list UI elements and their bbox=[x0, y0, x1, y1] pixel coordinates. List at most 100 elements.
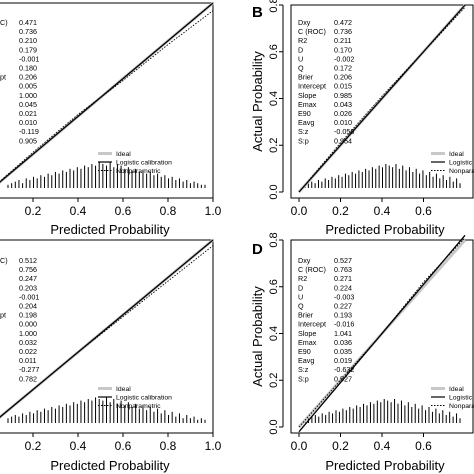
stat-label: S:z bbox=[298, 127, 309, 136]
stat-label: Dxy bbox=[298, 18, 311, 27]
stat-value: -0.119 bbox=[19, 127, 39, 136]
stat-value: 0.736 bbox=[19, 27, 37, 36]
stat-label: R2 bbox=[298, 274, 307, 283]
stat-value: 1.000 bbox=[19, 329, 37, 338]
stat-value: 0.035 bbox=[334, 347, 352, 356]
stat-value: 0.985 bbox=[334, 91, 352, 100]
stat-label: Emax bbox=[298, 100, 317, 109]
plot-frame bbox=[0, 239, 214, 434]
x-axis-label: Predicted Probability bbox=[325, 222, 445, 237]
stat-value: 0.022 bbox=[19, 347, 37, 356]
stat-label: S:p bbox=[298, 374, 309, 383]
stat-value: 0.170 bbox=[334, 45, 352, 54]
stat-label: Intercept bbox=[298, 82, 326, 91]
legend-label: Nonparametric bbox=[116, 403, 161, 410]
stat-value: 0.010 bbox=[334, 118, 352, 127]
x-tick-label: 0.8 bbox=[160, 204, 177, 218]
stat-value: -0.016 bbox=[334, 320, 354, 329]
y-tick-label: 0.0 bbox=[268, 419, 280, 434]
stat-value: 0.763 bbox=[334, 265, 352, 274]
stat-value: 0.193 bbox=[334, 311, 352, 320]
x-axis-label: Predicted Probability bbox=[50, 222, 170, 237]
stat-value: 0.204 bbox=[19, 302, 37, 311]
x-tick-label: 0.4 bbox=[374, 439, 391, 453]
legend-label: Logistic c bbox=[449, 160, 474, 167]
series-nonparametric bbox=[298, 6, 466, 193]
stat-label: C) bbox=[0, 256, 8, 265]
x-axis-label: Predicted Probability bbox=[50, 458, 170, 473]
panel-c: 0.2 0.4 0.6 0.8 1.0 Predicted Probability C) 0.… bbox=[0, 238, 222, 473]
y-tick-label: 0.4 bbox=[268, 91, 280, 106]
stat-value: 0.198 bbox=[19, 311, 37, 320]
stat-value: 0.203 bbox=[19, 283, 37, 292]
stat-label: Brier bbox=[298, 311, 314, 320]
x-tick-label: 0.4 bbox=[374, 204, 391, 218]
legend-label: Nonparam bbox=[449, 403, 474, 410]
stat-value: 0.010 bbox=[19, 118, 37, 127]
x-tick-label: 1.0 bbox=[205, 204, 222, 218]
stat-value: 0.210 bbox=[19, 36, 37, 45]
stat-value: 0.043 bbox=[334, 100, 352, 109]
stat-label: U bbox=[298, 292, 303, 301]
x-tick-label: 0.4 bbox=[70, 439, 87, 453]
stat-value: 0.905 bbox=[19, 136, 37, 145]
stat-label: Dxy bbox=[298, 256, 311, 265]
stat-value: 0.512 bbox=[19, 256, 37, 265]
stat-label: pt bbox=[0, 311, 6, 320]
stat-label: S:p bbox=[298, 136, 309, 145]
stat-label: Eavg bbox=[298, 118, 314, 127]
y-axis-label: Actual Probability bbox=[250, 286, 265, 387]
stat-label: Q bbox=[298, 302, 304, 311]
legend-label: Logistic calibration bbox=[116, 395, 172, 402]
y-tick-label: 0.4 bbox=[268, 326, 280, 341]
legend-label: Ideal bbox=[449, 386, 464, 393]
stat-label: E90 bbox=[298, 109, 311, 118]
legend-label: Nonparam bbox=[449, 168, 474, 175]
stat-label: E90 bbox=[298, 347, 311, 356]
x-tick-label: 0.6 bbox=[415, 204, 432, 218]
x-tick-label: 0.2 bbox=[332, 439, 349, 453]
y-tick-label: 0.2 bbox=[268, 138, 280, 153]
stat-label: C (ROC) bbox=[298, 265, 326, 274]
legend-label: Logistic calibration bbox=[116, 160, 172, 167]
x-tick-label: 0.2 bbox=[332, 204, 349, 218]
stat-value: 0.527 bbox=[334, 374, 352, 383]
x-tick-label: 1.0 bbox=[205, 439, 222, 453]
stat-value: 0.172 bbox=[334, 64, 352, 73]
stat-value: 0.000 bbox=[19, 320, 37, 329]
x-tick-label: 0.4 bbox=[70, 204, 87, 218]
stat-label: D bbox=[298, 45, 303, 54]
stat-label: S:z bbox=[298, 365, 309, 374]
stat-value: 0.179 bbox=[19, 45, 37, 54]
stat-label: Eavg bbox=[298, 356, 314, 365]
panel-d: 0.0 0.2 0.4 0.6 Predicted Probability 0.0 0.2 0… bbox=[250, 232, 474, 473]
x-tick-label: 0.2 bbox=[25, 439, 42, 453]
series-logistic-calibration bbox=[298, 234, 466, 433]
stat-label: Intercept bbox=[298, 320, 326, 329]
stat-value: 0.472 bbox=[334, 18, 352, 27]
stat-value: 0.782 bbox=[19, 374, 37, 383]
stat-label: Slope bbox=[298, 91, 316, 100]
stat-value: 0.211 bbox=[334, 36, 351, 45]
legend-label: Nonparametric bbox=[116, 168, 161, 175]
stat-value: 0.206 bbox=[334, 73, 352, 82]
panel-letter-b: B bbox=[252, 4, 263, 21]
stat-value: 0.247 bbox=[19, 274, 37, 283]
stat-label: pt bbox=[0, 73, 6, 82]
stat-value: 0.032 bbox=[19, 338, 37, 347]
stat-value: -0.001 bbox=[19, 54, 39, 63]
y-tick-label: 0.8 bbox=[268, 232, 280, 247]
stat-label: C) bbox=[0, 18, 8, 27]
stat-value: 0.954 bbox=[334, 136, 352, 145]
stat-value: 0.045 bbox=[19, 100, 37, 109]
stat-value: 0.736 bbox=[334, 27, 352, 36]
x-tick-label: 0.6 bbox=[115, 204, 132, 218]
stat-value: 0.224 bbox=[334, 283, 352, 292]
stat-value: 0.021 bbox=[19, 109, 37, 118]
stat-value: 0.019 bbox=[334, 356, 352, 365]
stat-value: 0.206 bbox=[19, 73, 37, 82]
stat-value: -0.632 bbox=[334, 365, 354, 374]
y-tick-label: 0.6 bbox=[268, 279, 280, 294]
stat-value: 0.756 bbox=[19, 265, 37, 274]
